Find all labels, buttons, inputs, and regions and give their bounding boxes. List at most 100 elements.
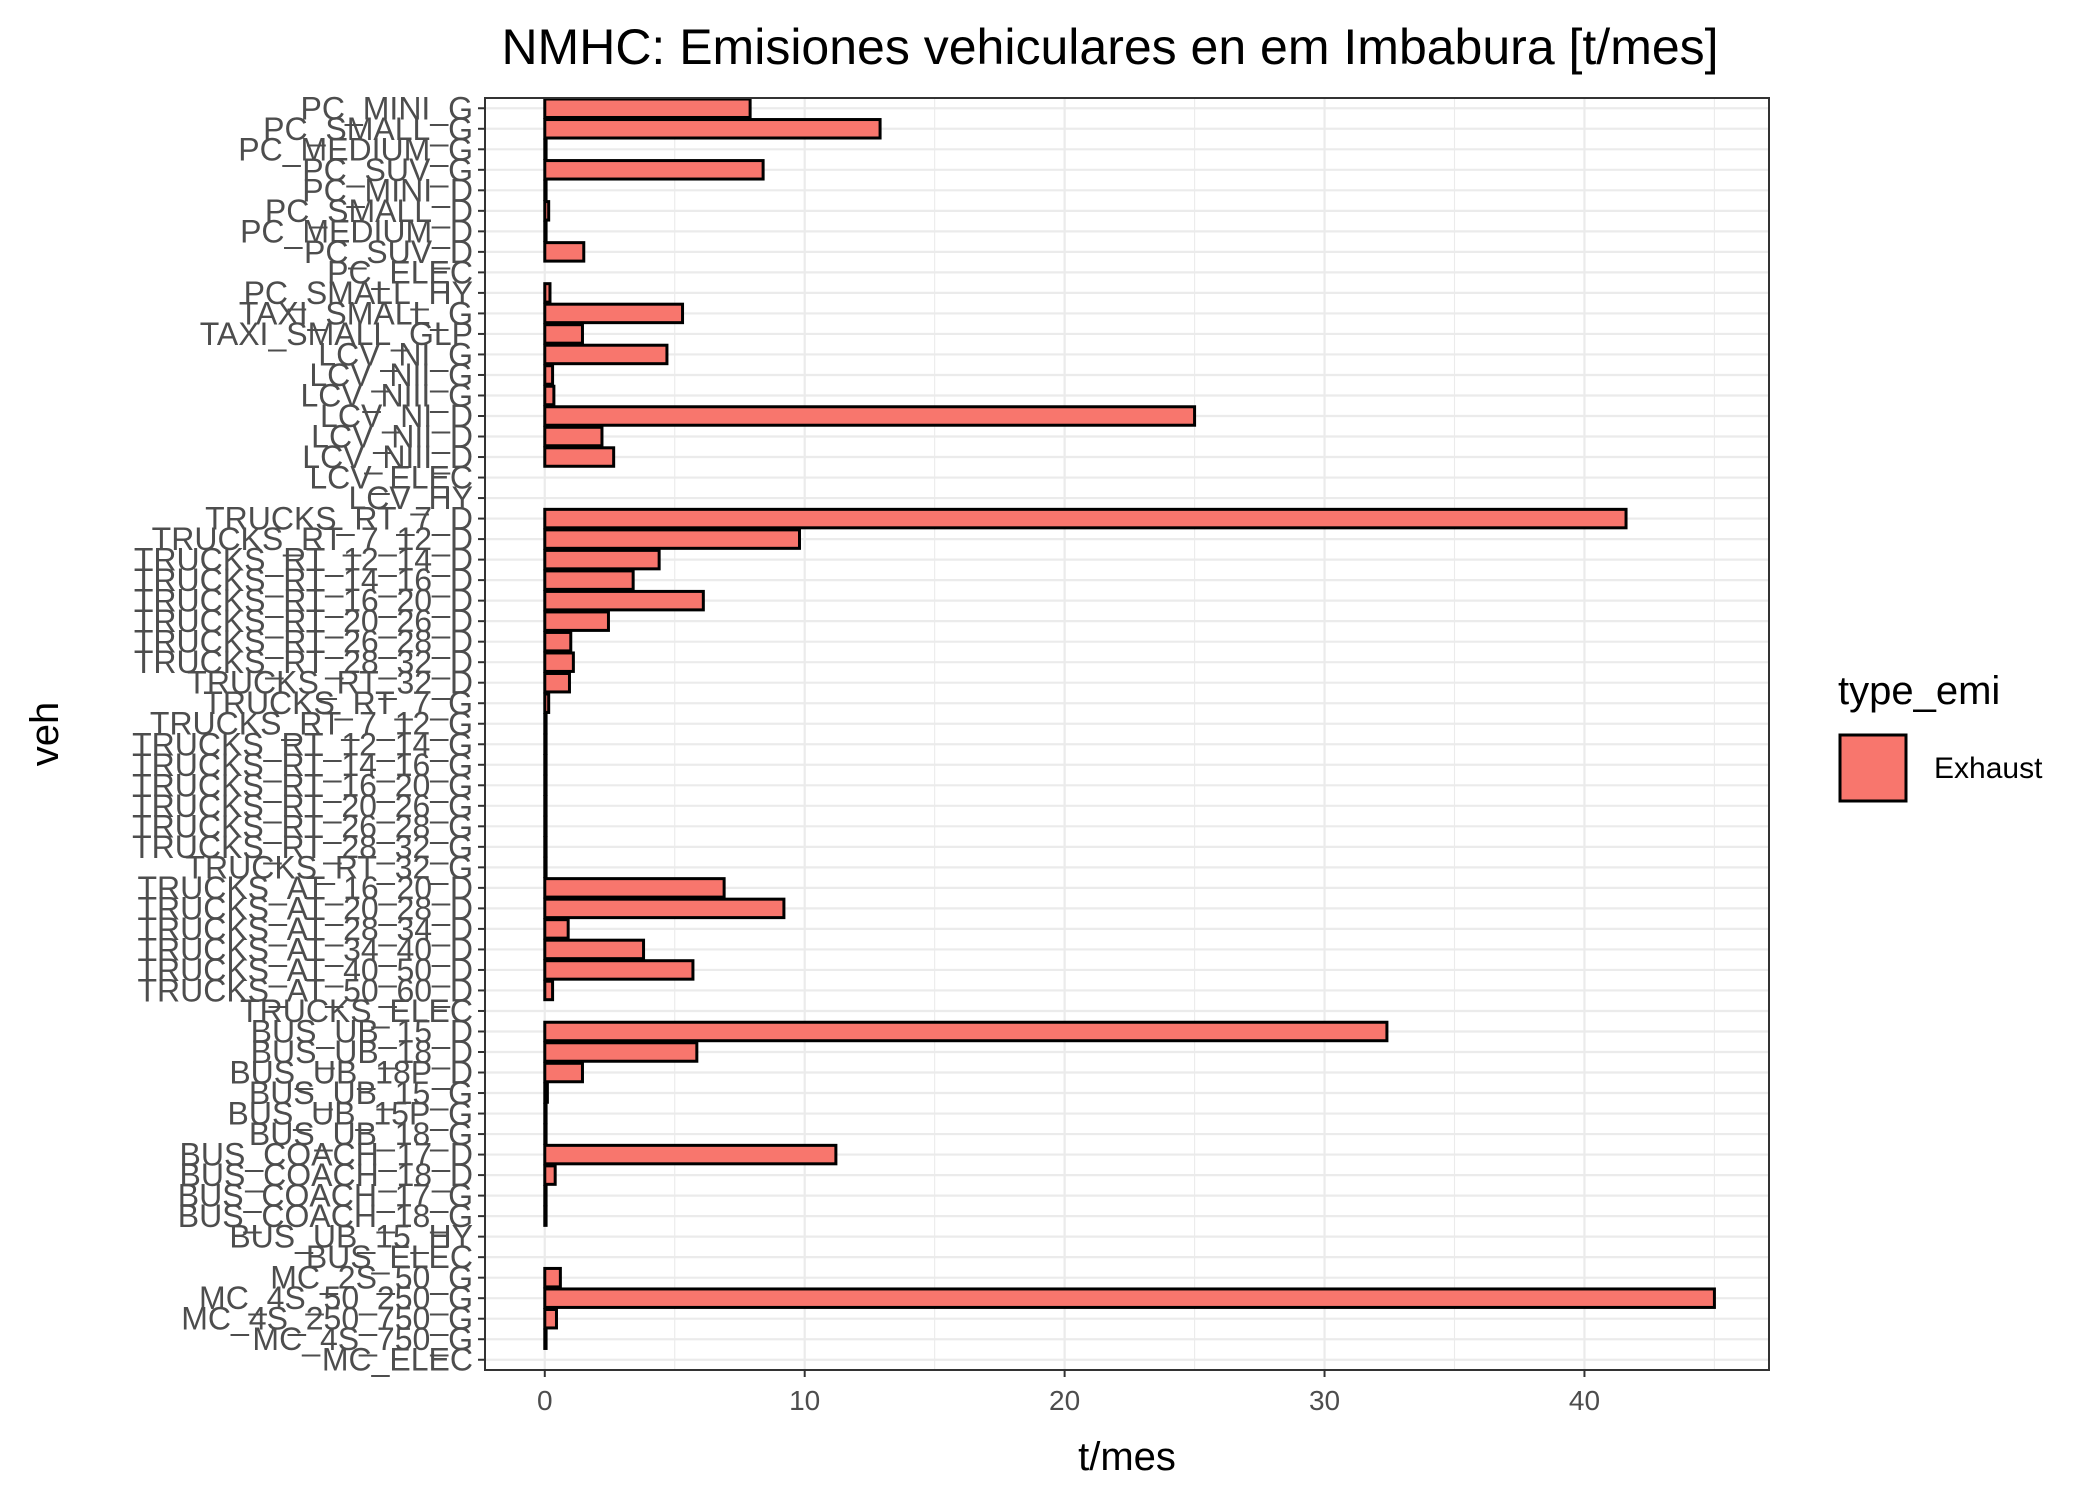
- bar-trucks-rt-14-16-g: [543, 754, 548, 776]
- y-tick-label: MC_4S_250_750_G: [181, 1301, 473, 1337]
- y-tick-label: TRUCKS_RT_14_16_D: [134, 562, 473, 598]
- y-tick-label: TAXI_SMALL_G: [239, 295, 473, 331]
- y-tick-label: MC_2S_50_G: [270, 1260, 473, 1296]
- y-tick-label: BUS_UB_15_G: [249, 1075, 473, 1111]
- legend-label-exhaust: Exhaust: [1934, 752, 2043, 785]
- bar-bus-coach-17-g: [543, 1184, 548, 1207]
- bar-trucks-rt-32-d: [543, 671, 571, 694]
- y-tick-label: PC_SUV_D: [304, 234, 473, 270]
- bar-trucks-rt-7-12-g: [543, 713, 548, 735]
- x-tick-label: 0: [537, 1385, 553, 1416]
- y-tick-label: TRUCKS_RT_20_26_D: [134, 603, 473, 639]
- y-tick-label: TRUCKS_AT_28_34_D: [137, 911, 473, 947]
- bar-trucks-rt-28-32-d: [543, 651, 575, 673]
- y-tick-label: MC_ELEC: [322, 1342, 473, 1378]
- y-tick-label: PC_SUV_G: [302, 152, 473, 188]
- y-tick-label: TRUCKS_RT_7_G: [203, 685, 473, 721]
- bar-trucks-rt-14-16-d: [543, 569, 635, 591]
- bar-pc-suv-g: [543, 159, 765, 181]
- y-tick-label: TRUCKS_RT_7_12_D: [152, 521, 473, 557]
- y-tick-label: LCV_NIII_G: [300, 377, 473, 413]
- x-tick-label: 40: [1569, 1385, 1600, 1416]
- bar-trucks-rt-7-12-d: [543, 528, 802, 550]
- bar-mc-4s-250-750-g: [543, 1307, 558, 1330]
- y-tick-label: PC_MINI_G: [301, 90, 473, 126]
- x-tick-label: 30: [1309, 1385, 1340, 1416]
- bar-taxi-small-glp: [543, 323, 584, 345]
- y-tick-label: TRUCKS_RT_28_32_G: [132, 829, 473, 865]
- y-tick-label: TRUCKS_RT_16_20_D: [134, 583, 473, 619]
- bar-bus-ub-15-d: [543, 1020, 1389, 1043]
- bar-trucks-at-40-50-d: [543, 959, 695, 981]
- y-tick-label: PC_SMALL_HY: [244, 275, 473, 311]
- y-tick-label: BUS_COACH_17_D: [180, 1137, 473, 1173]
- bar-pc-medium-d: [543, 220, 548, 243]
- legend-title: type_emi: [1838, 669, 2000, 713]
- x-tick-label: 10: [789, 1385, 820, 1416]
- y-tick-label: BUS_UB_18_G: [249, 1116, 473, 1152]
- y-tick-label: PC_ELEC: [327, 254, 473, 290]
- bar-trucks-rt-16-20-d: [543, 589, 705, 612]
- x-tick-label: 20: [1049, 1385, 1080, 1416]
- y-tick-label: TRUCKS_AT_40_50_D: [137, 952, 473, 988]
- bar-trucks-rt-28-32-g: [543, 836, 548, 858]
- y-tick-label: BUS_COACH_18_G: [178, 1198, 473, 1234]
- y-tick-label: BUS_UB_18_D: [251, 1034, 473, 1070]
- bar-trucks-at-16-20-d: [543, 877, 726, 899]
- y-tick-label: PC_MEDIUM_G: [238, 131, 473, 167]
- bar-trucks-at-28-34-d: [543, 918, 570, 940]
- x-axis-title: t/mes: [1078, 1435, 1176, 1479]
- y-tick-label: LCV_NII_G: [309, 357, 473, 393]
- y-tick-label: TRUCKS_RT_20_26_G: [132, 788, 473, 824]
- y-tick-label: MC_4S_50_250_G: [199, 1280, 473, 1316]
- bar-mc-4s-750-g: [543, 1328, 548, 1350]
- legend: type_emi Exhaust: [1838, 669, 2043, 803]
- chart-title: NMHC: Emisiones vehiculares en em Imbabu…: [501, 19, 1718, 75]
- y-tick-label: PC_MEDIUM_D: [240, 213, 473, 249]
- plot-panel: [485, 98, 1769, 1370]
- bar-trucks-rt-32-g: [543, 856, 548, 879]
- bar-trucks-rt-12-14-g: [543, 733, 548, 755]
- y-tick-label: TRUCKS_RT_32_D: [187, 665, 473, 701]
- y-tick-label: LCV_ELEC: [309, 460, 473, 496]
- bar-trucks-rt-20-26-g: [543, 795, 548, 817]
- bar-pc-suv-d: [543, 241, 586, 263]
- bar-lcv-ni-g: [543, 343, 669, 366]
- bar-pc-small-d: [543, 200, 551, 222]
- y-tick-label: BUS_UB_15P_G: [228, 1096, 473, 1132]
- bar-pc-medium-g: [543, 138, 548, 161]
- bars-layer: [543, 97, 1716, 1350]
- bar-pc-small-hy: [543, 282, 552, 304]
- y-tick-label: TRUCKS_RT_28_32_D: [134, 644, 473, 680]
- y-tick-label: BUS_COACH_18_D: [180, 1157, 473, 1193]
- bar-bus-ub-18p-d: [543, 1061, 584, 1084]
- bar-mc-4s-50-250-g: [543, 1287, 1716, 1309]
- y-axis: PC_MINI_GPC_SMALL_GPC_MEDIUM_GPC_SUV_GPC…: [132, 90, 485, 1378]
- y-tick-label: BUS_COACH_17_G: [178, 1178, 473, 1214]
- bar-lcv-niii-d: [543, 446, 616, 468]
- bar-trucks-rt-26-28-g: [543, 815, 548, 838]
- y-tick-label: TRUCKS_RT_32_G: [185, 849, 473, 885]
- bar-trucks-rt-12-14-d: [543, 548, 661, 571]
- y-tick-label: TRUCKS_RT_12_14_G: [132, 726, 473, 762]
- y-tick-label: TRUCKS_AT_20_28_D: [137, 890, 473, 926]
- bar-bus-ub-18-d: [543, 1041, 699, 1063]
- bar-trucks-at-20-28-d: [543, 897, 786, 920]
- y-tick-label: TRUCKS_ELEC: [240, 993, 473, 1029]
- y-tick-label: BUS_UB_15_HY: [229, 1219, 473, 1255]
- bar-bus-ub-15p-g: [543, 1102, 548, 1125]
- y-tick-label: LCV_NI_G: [318, 336, 473, 372]
- bar-bus-ub-18-g: [543, 1123, 548, 1145]
- y-tick-label: TRUCKS_AT_34_40_D: [137, 931, 473, 967]
- bar-trucks-at-34-40-d: [543, 938, 646, 961]
- bar-bus-ub-15-g: [543, 1082, 549, 1104]
- bar-pc-small-g: [543, 118, 882, 140]
- bar-bus-coach-18-g: [543, 1205, 548, 1227]
- y-tick-label: TRUCKS_RT_14_16_G: [132, 747, 473, 783]
- y-tick-label: PC_MINI_D: [302, 172, 473, 208]
- bar-pc-mini-g: [543, 97, 752, 119]
- y-tick-label: TRUCKS_AT_16_20_D: [137, 870, 473, 906]
- y-tick-label: TRUCKS_RT_26_28_D: [134, 624, 473, 660]
- y-tick-label: MC_4S_750_G: [252, 1321, 473, 1357]
